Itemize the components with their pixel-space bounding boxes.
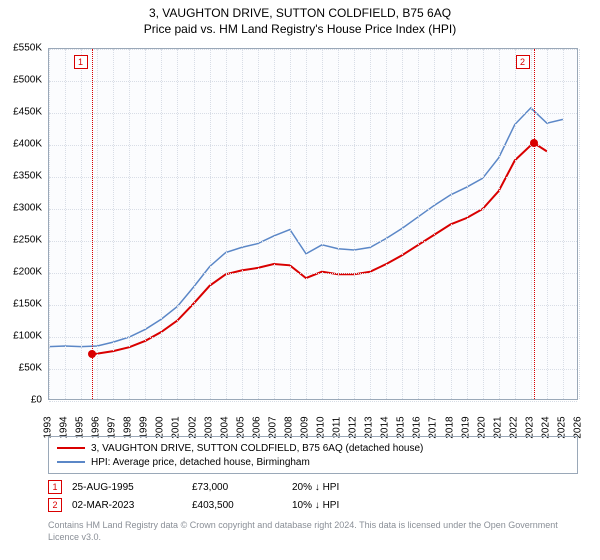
gridline-vertical [563,49,564,399]
legend-label-subject: 3, VAUGHTON DRIVE, SUTTON COLDFIELD, B75… [91,443,423,454]
point-price: £403,500 [192,500,282,511]
gridline-vertical [290,49,291,399]
title-block: 3, VAUGHTON DRIVE, SUTTON COLDFIELD, B75… [0,0,600,36]
y-axis-label: £550K [13,43,42,54]
gridline-vertical [242,49,243,399]
legend-item-subject: 3, VAUGHTON DRIVE, SUTTON COLDFIELD, B75… [57,441,569,455]
y-axis-label: £50K [19,363,42,374]
marker-number-box: 1 [74,55,88,69]
chart-subtitle: Price paid vs. HM Land Registry's House … [0,22,600,36]
y-axis-label: £500K [13,75,42,86]
gridline-vertical [306,49,307,399]
point-price: £73,000 [192,482,282,493]
y-axis-label: £100K [13,331,42,342]
gridline-vertical [402,49,403,399]
plot-region: 12 [48,48,578,400]
gridline-vertical [579,49,580,399]
point-marker-1: 1 [48,480,62,494]
series-line-subject [92,143,547,354]
marker-dot [530,139,538,147]
gridline-vertical [322,49,323,399]
y-axis-label: £450K [13,107,42,118]
marker-line [92,49,93,399]
gridline-vertical [354,49,355,399]
point-delta: 20% ↓ HPI [292,482,382,493]
gridline-vertical [129,49,130,399]
gridline-vertical [145,49,146,399]
gridline-vertical [226,49,227,399]
chart-area: 12 £0£50K£100K£150K£200K£250K£300K£350K£… [48,48,578,400]
gridline-vertical [194,49,195,399]
y-axis-label: £300K [13,203,42,214]
y-axis-label: £350K [13,171,42,182]
gridline-vertical [434,49,435,399]
gridline-vertical [386,49,387,399]
gridline-vertical [483,49,484,399]
gridline-horizontal [49,401,577,402]
point-delta: 10% ↓ HPI [292,500,382,511]
gridline-vertical [370,49,371,399]
data-point-row: 1 25-AUG-1995 £73,000 20% ↓ HPI [48,478,578,496]
gridline-vertical [65,49,66,399]
attribution-text: Contains HM Land Registry data © Crown c… [48,520,578,543]
gridline-vertical [531,49,532,399]
point-date: 25-AUG-1995 [72,482,182,493]
gridline-vertical [338,49,339,399]
marker-line [534,49,535,399]
point-marker-2: 2 [48,498,62,512]
legend-box: 3, VAUGHTON DRIVE, SUTTON COLDFIELD, B75… [48,436,578,474]
legend-item-hpi: HPI: Average price, detached house, Birm… [57,455,569,469]
data-points-block: 1 25-AUG-1995 £73,000 20% ↓ HPI 2 02-MAR… [48,478,578,514]
y-axis-label: £400K [13,139,42,150]
y-axis-label: £150K [13,299,42,310]
marker-number-box: 2 [516,55,530,69]
gridline-vertical [258,49,259,399]
gridline-vertical [97,49,98,399]
point-date: 02-MAR-2023 [72,500,182,511]
legend-swatch-subject [57,447,85,449]
gridline-vertical [161,49,162,399]
legend-swatch-hpi [57,461,85,463]
gridline-vertical [515,49,516,399]
gridline-vertical [467,49,468,399]
y-axis-label: £200K [13,267,42,278]
gridline-vertical [499,49,500,399]
gridline-vertical [81,49,82,399]
gridline-vertical [451,49,452,399]
y-axis-label: £250K [13,235,42,246]
gridline-vertical [547,49,548,399]
gridline-vertical [418,49,419,399]
marker-dot [88,350,96,358]
y-axis-label: £0 [31,395,42,406]
gridline-vertical [113,49,114,399]
gridline-vertical [49,49,50,399]
gridline-vertical [210,49,211,399]
chart-container: 3, VAUGHTON DRIVE, SUTTON COLDFIELD, B75… [0,0,600,560]
gridline-vertical [274,49,275,399]
chart-title: 3, VAUGHTON DRIVE, SUTTON COLDFIELD, B75… [0,6,600,20]
data-point-row: 2 02-MAR-2023 £403,500 10% ↓ HPI [48,496,578,514]
gridline-vertical [177,49,178,399]
legend-label-hpi: HPI: Average price, detached house, Birm… [91,457,310,468]
